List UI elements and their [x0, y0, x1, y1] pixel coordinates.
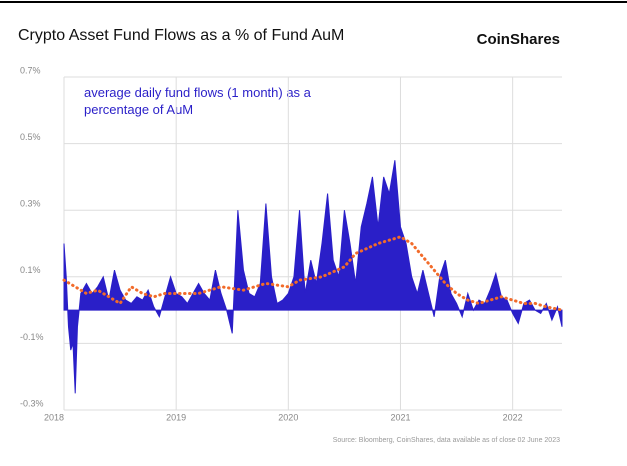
x-tick-label: 2019: [166, 412, 186, 422]
x-tick-label: 2018: [44, 412, 64, 422]
y-tick-label: 0.1%: [20, 265, 41, 275]
y-tick-label: 0.5%: [20, 132, 41, 142]
brand: CoinShares: [477, 31, 560, 48]
y-tick-label: -0.3%: [20, 398, 44, 408]
y-tick-label: -0.1%: [20, 332, 44, 342]
flow-area: [63, 160, 563, 394]
title-box: Crypto Asset Fund Flows as a % of Fund A…: [18, 28, 345, 44]
source: Source: Bloomberg, CoinShares, data avai…: [333, 437, 560, 444]
chart-title: Crypto Asset Fund Flows as a % of Fund A…: [18, 28, 345, 44]
x-tick-label: 2022: [503, 412, 523, 422]
annotation-box: average daily fund flows (1 month) as a …: [84, 85, 311, 117]
average-line: [62, 235, 564, 312]
x-tick-label: 2021: [390, 412, 410, 422]
x-tick-label: 2020: [278, 412, 298, 422]
annotation: average daily fund flows (1 month) as a …: [84, 85, 311, 117]
y-tick-label: 0.3%: [20, 199, 41, 209]
y-tick-label: 0.7%: [20, 65, 41, 75]
